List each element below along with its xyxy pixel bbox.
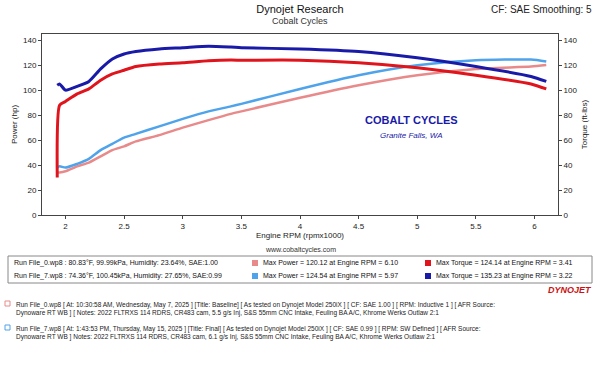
svg-text:60: 60: [564, 136, 573, 145]
svg-text:140: 140: [564, 36, 578, 45]
svg-text:40: 40: [27, 161, 36, 170]
svg-text:CF: SAE Smoothing: 5: CF: SAE Smoothing: 5: [491, 4, 592, 15]
svg-text:60: 60: [27, 136, 36, 145]
svg-text:4.5: 4.5: [353, 222, 365, 231]
svg-text:0: 0: [564, 211, 569, 220]
svg-text:3: 3: [181, 222, 186, 231]
svg-text:20: 20: [27, 186, 36, 195]
svg-text:3.5: 3.5: [236, 222, 248, 231]
svg-text:40: 40: [564, 161, 573, 170]
svg-text:Run File_7.wp8 : 74.36°F, 100.: Run File_7.wp8 : 74.36°F, 100.45kPa, Hum…: [14, 272, 222, 280]
svg-text:Run File_0.wp8 [ At: 10:30:58: Run File_0.wp8 [ At: 10:30:58 AM, Wednes…: [16, 301, 495, 317]
svg-text:Granite Falls, WA: Granite Falls, WA: [380, 131, 443, 140]
svg-text:Dynojet Research: Dynojet Research: [256, 3, 343, 15]
svg-text:Torque (ft-lbs): Torque (ft-lbs): [580, 99, 589, 149]
svg-text:80: 80: [27, 111, 36, 120]
svg-text:0: 0: [32, 211, 37, 220]
svg-text:Cobalt Cycles: Cobalt Cycles: [272, 16, 328, 26]
svg-text:140: 140: [23, 36, 37, 45]
svg-text:5.5: 5.5: [470, 222, 482, 231]
svg-text:Run File_7.wp8 [ At: 1:43:53 P: Run File_7.wp8 [ At: 1:43:53 PM, Thursda…: [16, 325, 481, 341]
svg-text:Engine RPM (rpmx1000): Engine RPM (rpmx1000): [256, 231, 344, 240]
svg-text:Max Power = 124.54 at Engine R: Max Power = 124.54 at Engine RPM = 5.97: [263, 272, 398, 280]
svg-text:COBALT CYCLES: COBALT CYCLES: [365, 114, 458, 126]
svg-text:4: 4: [298, 222, 303, 231]
svg-text:100: 100: [564, 86, 578, 95]
svg-text:Max Torque = 135.23 at Engine: Max Torque = 135.23 at Engine RPM = 3.22: [436, 272, 573, 280]
svg-text:120: 120: [564, 61, 578, 70]
svg-text:80: 80: [564, 111, 573, 120]
svg-text:Max Torque = 124.14 at Engine: Max Torque = 124.14 at Engine RPM = 3.41: [436, 259, 573, 267]
svg-text:Power (hp): Power (hp): [10, 105, 19, 144]
svg-text:100: 100: [23, 86, 37, 95]
svg-text:20: 20: [564, 186, 573, 195]
svg-text:2.5: 2.5: [119, 222, 131, 231]
svg-text:Run File_0.wp8 : 80.83°F, 99.9: Run File_0.wp8 : 80.83°F, 99.99kPa, Humi…: [14, 259, 218, 267]
svg-text:120: 120: [23, 61, 37, 70]
svg-text:2: 2: [63, 222, 68, 231]
svg-text:5: 5: [415, 222, 420, 231]
svg-text:6: 6: [532, 222, 537, 231]
svg-text:www.cobaltcycles.com: www.cobaltcycles.com: [265, 246, 336, 254]
svg-text:Max Power = 120.12 at Engine R: Max Power = 120.12 at Engine RPM = 6.10: [263, 259, 398, 267]
svg-text:DYNOJET: DYNOJET: [548, 285, 592, 295]
